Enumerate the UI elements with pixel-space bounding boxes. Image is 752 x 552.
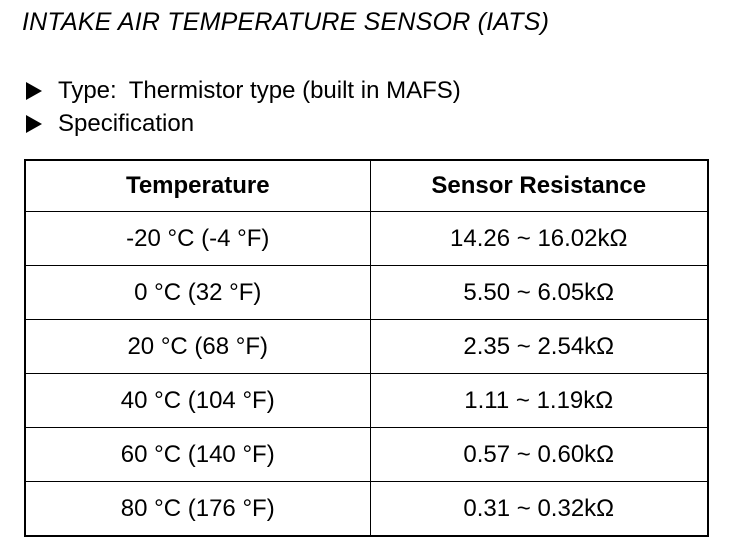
table-row: 80 °C (176 °F) 0.31 ~ 0.32kΩ bbox=[24, 481, 709, 537]
table-row: 60 °C (140 °F) 0.57 ~ 0.60kΩ bbox=[24, 427, 709, 482]
resistance-cell: 5.50 ~ 6.05kΩ bbox=[369, 265, 709, 320]
temperature-cell: -20 °C (-4 °F) bbox=[24, 211, 371, 266]
resistance-cell: 1.11 ~ 1.19kΩ bbox=[369, 373, 709, 428]
temperature-cell: 40 °C (104 °F) bbox=[24, 373, 371, 428]
table-row: 20 °C (68 °F) 2.35 ~ 2.54kΩ bbox=[24, 319, 709, 374]
specification-table: Temperature Sensor Resistance -20 °C (-4… bbox=[24, 159, 709, 537]
resistance-cell: 14.26 ~ 16.02kΩ bbox=[369, 211, 709, 266]
table-header-row: Temperature Sensor Resistance bbox=[24, 159, 709, 212]
bullet-label: Type: bbox=[58, 76, 117, 104]
table-row: 40 °C (104 °F) 1.11 ~ 1.19kΩ bbox=[24, 373, 709, 428]
temperature-cell: 60 °C (140 °F) bbox=[24, 427, 371, 482]
column-header-temperature: Temperature bbox=[24, 159, 371, 212]
table-row: -20 °C (-4 °F) 14.26 ~ 16.02kΩ bbox=[24, 211, 709, 266]
column-header-resistance: Sensor Resistance bbox=[369, 159, 709, 212]
resistance-cell: 0.57 ~ 0.60kΩ bbox=[369, 427, 709, 482]
bullet-label: Specification bbox=[58, 109, 195, 137]
triangle-right-icon bbox=[26, 114, 42, 133]
temperature-cell: 0 °C (32 °F) bbox=[24, 265, 371, 320]
triangle-right-icon bbox=[26, 81, 42, 100]
resistance-cell: 0.31 ~ 0.32kΩ bbox=[369, 481, 709, 537]
bullet-value: Thermistor type (built in MAFS) bbox=[128, 76, 461, 104]
temperature-cell: 80 °C (176 °F) bbox=[24, 481, 371, 537]
page-title: INTAKE AIR TEMPERATURE SENSOR (IATS) bbox=[22, 8, 550, 36]
bullet-item-specification: Specification bbox=[26, 107, 461, 140]
temperature-cell: 20 °C (68 °F) bbox=[24, 319, 371, 374]
resistance-cell: 2.35 ~ 2.54kΩ bbox=[369, 319, 709, 374]
bullet-item-type: Type: Thermistor type (built in MAFS) bbox=[26, 74, 461, 107]
table-row: 0 °C (32 °F) 5.50 ~ 6.05kΩ bbox=[24, 265, 709, 320]
bullet-list: Type: Thermistor type (built in MAFS) Sp… bbox=[26, 74, 461, 140]
